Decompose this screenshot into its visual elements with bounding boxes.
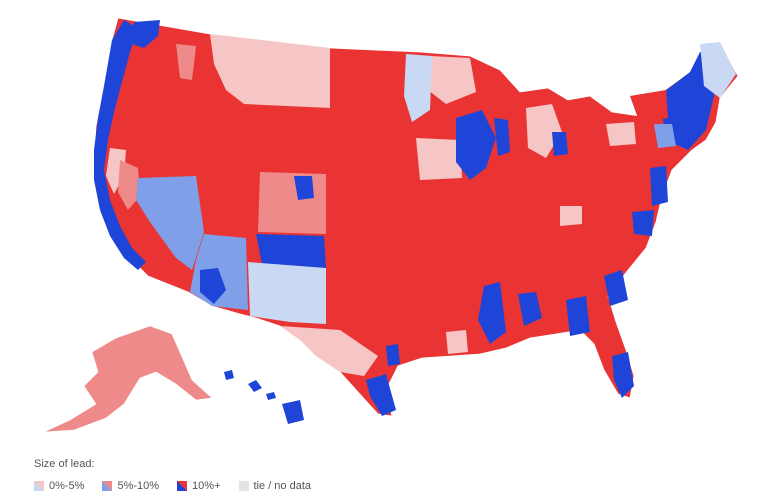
region-alaska-mid[interactable] xyxy=(43,325,213,433)
region-south-carolina-blue[interactable] xyxy=(604,270,628,306)
region-northern-minnesota-light[interactable] xyxy=(428,56,476,104)
region-north-carolina-light[interactable] xyxy=(560,206,582,226)
legend-item-0: 0%-5% xyxy=(34,480,84,492)
legend-item-1: 5%-10% xyxy=(102,480,159,492)
region-maine-light-blue[interactable] xyxy=(700,42,736,98)
legend-swatch xyxy=(102,481,113,491)
region-southern-colorado-blue[interactable] xyxy=(256,234,326,268)
region-seattle-blue[interactable] xyxy=(132,20,160,48)
region-new-york-red[interactable] xyxy=(630,90,668,124)
legend-swatch xyxy=(238,481,249,491)
legend: Size of lead: 0%-5% 5%-10% 10%+ tie / no… xyxy=(34,458,311,492)
region-montana-light[interactable] xyxy=(210,34,330,108)
region-new-england-blue[interactable] xyxy=(662,52,716,150)
region-ny-light[interactable] xyxy=(606,122,636,146)
region-detroit-blue[interactable] xyxy=(552,132,568,156)
map-canvas[interactable] xyxy=(0,0,765,440)
region-nevada-blue[interactable] xyxy=(136,176,204,270)
region-phoenix-strong-blue[interactable] xyxy=(200,268,226,304)
region-new-mexico-light-blue[interactable] xyxy=(248,262,326,324)
legend-label: 10%+ xyxy=(192,480,221,492)
legend-title: Size of lead: xyxy=(34,458,95,470)
legend-swatch xyxy=(177,481,188,491)
legend-items: 0%-5% 5%-10% 10%+ tie / no data xyxy=(34,480,311,492)
region-georgia-blue[interactable] xyxy=(566,296,590,336)
region-wisconsin-blue[interactable] xyxy=(456,110,496,180)
region-central-valley-mid[interactable] xyxy=(118,160,140,210)
legend-item-2: 10%+ xyxy=(177,480,221,492)
legend-label: tie / no data xyxy=(253,480,312,492)
region-west-texas-light[interactable] xyxy=(280,326,378,376)
region-chicago-blue[interactable] xyxy=(494,118,510,156)
legend-label: 5%-10% xyxy=(117,480,160,492)
region-austin-blue[interactable] xyxy=(386,344,400,366)
region-mid-atlantic-blue[interactable] xyxy=(650,166,668,206)
region-mississippi-delta-blue[interactable] xyxy=(478,282,506,344)
region-idaho-mid[interactable] xyxy=(176,44,196,80)
legend-swatch xyxy=(34,481,44,491)
region-denver-blue[interactable] xyxy=(294,176,314,200)
region-louisiana-light[interactable] xyxy=(446,330,468,354)
region-minnesota-light-blue[interactable] xyxy=(404,54,432,122)
us-county-lead-map[interactable] xyxy=(0,0,765,440)
region-colorado-mid[interactable] xyxy=(258,172,326,234)
region-michigan-light[interactable] xyxy=(526,104,562,158)
region-florida-blue[interactable] xyxy=(612,352,634,398)
region-pacific-coast-blue[interactable] xyxy=(94,20,146,270)
region-south-texas-blue[interactable] xyxy=(366,374,396,416)
region-hawaii-blue[interactable] xyxy=(224,370,304,424)
region-northern-california-light[interactable] xyxy=(106,148,126,194)
region-upstate-mid-blue[interactable] xyxy=(654,124,676,148)
region-virginia-blue[interactable] xyxy=(632,210,654,236)
legend-label: 0%-5% xyxy=(49,480,85,492)
legend-item-3: tie / no data xyxy=(238,480,312,492)
region-iowa-light[interactable] xyxy=(416,138,462,180)
region-alabama-blue[interactable] xyxy=(518,292,542,326)
